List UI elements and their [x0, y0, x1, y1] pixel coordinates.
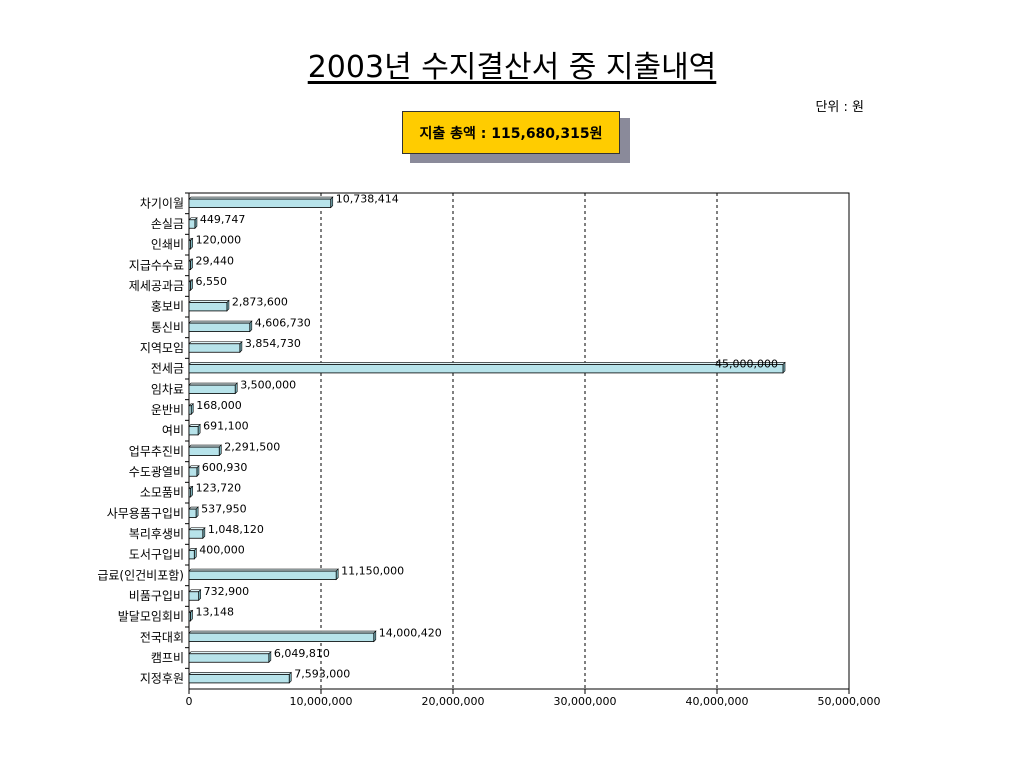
category-label: 차기이월: [140, 196, 184, 210]
category-label: 비품구입비: [129, 589, 184, 603]
bar: [188, 508, 197, 518]
bar: [188, 550, 195, 560]
category-label: 지급수수료: [129, 258, 184, 272]
x-tick-label: 40,000,000: [686, 695, 749, 708]
value-label: 168,000: [196, 399, 242, 412]
category-label: 제세공과금: [129, 279, 184, 293]
bar: [188, 612, 191, 622]
bar: [188, 198, 332, 208]
value-label: 123,720: [196, 482, 242, 495]
value-label: 120,000: [196, 234, 242, 247]
value-label: 4,606,730: [255, 316, 311, 329]
category-label: 홍보비: [151, 300, 184, 314]
bar: [188, 343, 241, 353]
value-label: 6,550: [196, 275, 228, 288]
category-label: 수도광열비: [129, 465, 184, 479]
plot-area: [188, 192, 850, 690]
bar: [188, 529, 204, 539]
bar: [188, 219, 196, 229]
x-tick-label: 10,000,000: [290, 695, 353, 708]
value-label: 449,747: [200, 213, 246, 226]
value-label: 3,854,730: [245, 337, 301, 350]
value-label: 10,738,414: [336, 192, 399, 205]
value-label: 691,100: [203, 420, 249, 433]
total-expense-box: 지출 총액 : 115,680,315원: [402, 111, 620, 154]
value-label: 7,593,000: [294, 668, 350, 681]
value-label: 1,048,120: [208, 523, 264, 536]
page-title: 2003년 수지결산서 중 지출내역: [307, 50, 717, 85]
value-label: 537,950: [201, 502, 247, 515]
category-label: 임차료: [151, 382, 184, 396]
bar: [188, 426, 199, 436]
category-label: 전세금: [151, 362, 184, 376]
value-label: 11,150,000: [341, 564, 404, 577]
value-label: 29,440: [196, 254, 235, 267]
bar: [188, 653, 270, 663]
category-label: 여비: [162, 424, 184, 438]
unit-label: 단위 : 원: [815, 100, 864, 115]
category-label: 지역모임: [140, 341, 184, 355]
value-label: 45,000,000: [715, 358, 778, 371]
category-label: 운반비: [151, 403, 184, 417]
bar: [188, 570, 337, 580]
category-label: 캠프비: [151, 651, 184, 665]
bar: [188, 302, 228, 312]
category-label: 통신비: [151, 320, 184, 334]
category-label: 인쇄비: [151, 238, 184, 252]
value-label: 2,873,600: [232, 296, 288, 309]
bar: [188, 322, 251, 332]
value-label: 400,000: [199, 544, 245, 557]
category-label: 복리후생비: [129, 527, 184, 541]
x-tick-label: 0: [186, 695, 193, 708]
category-label: 지정후원: [140, 672, 184, 686]
bar: [188, 467, 198, 477]
bar: [188, 364, 784, 374]
bar: [188, 240, 191, 250]
bar: [188, 591, 200, 601]
bar: [188, 281, 191, 291]
value-label: 2,291,500: [224, 440, 280, 453]
bar: [188, 488, 192, 498]
category-label: 급료(인건비포함): [97, 568, 184, 582]
value-label: 3,500,000: [240, 378, 296, 391]
x-tick-label: 30,000,000: [554, 695, 617, 708]
bar: [188, 260, 191, 270]
x-tick-label: 20,000,000: [422, 695, 485, 708]
category-label: 발달모임회비: [118, 610, 184, 624]
category-label: 사무용품구입비: [107, 506, 184, 520]
category-label: 손실금: [151, 217, 184, 231]
category-label: 소모품비: [140, 486, 184, 500]
category-label: 도서구입비: [129, 548, 184, 562]
bar: [188, 632, 375, 642]
value-label: 732,900: [204, 585, 250, 598]
category-label: 전국대회: [140, 630, 184, 644]
bar: [188, 405, 192, 415]
x-tick-label: 50,000,000: [818, 695, 881, 708]
value-label: 13,148: [196, 606, 235, 619]
value-label: 6,049,810: [274, 647, 330, 660]
bar: [188, 384, 236, 394]
bar: [188, 674, 290, 684]
value-label: 14,000,420: [379, 626, 442, 639]
category-label: 업무추진비: [129, 444, 184, 458]
bar: [188, 446, 220, 456]
value-label: 600,930: [202, 461, 248, 474]
